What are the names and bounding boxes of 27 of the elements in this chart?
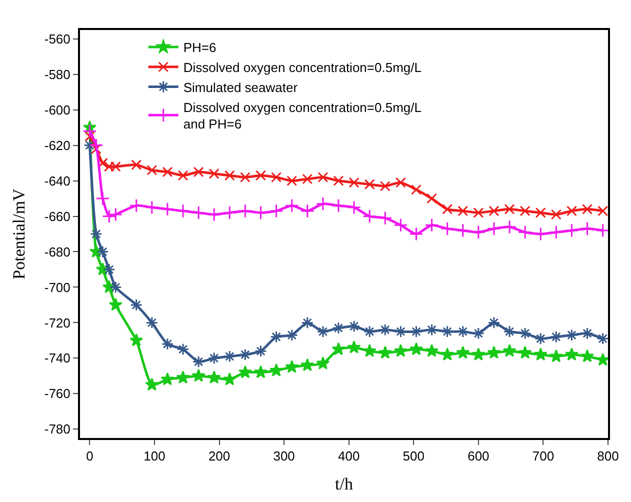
- x-tick-label: 700: [532, 448, 554, 464]
- y-tick-label: -780: [44, 422, 70, 437]
- y-tick-label: -580: [44, 66, 70, 82]
- legend-label: PH=6: [183, 40, 216, 56]
- x-tick-label: 600: [468, 448, 490, 464]
- y-tick-label: -680: [44, 244, 70, 260]
- x-tick-label: 100: [144, 448, 166, 464]
- x-tick-label: 200: [208, 448, 230, 464]
- y-tick-label: -620: [44, 138, 70, 153]
- x-tick-label: 300: [273, 448, 295, 464]
- y-tick-label: -760: [44, 386, 70, 402]
- y-tick-label: -700: [44, 280, 70, 295]
- x-tick-label: 0: [86, 448, 94, 464]
- y-tick-label: -640: [44, 173, 70, 188]
- y-tick-label: -600: [44, 102, 70, 118]
- y-tick-label: -660: [44, 208, 70, 224]
- x-tick-label: 800: [597, 448, 619, 464]
- x-tick-label: 500: [402, 448, 424, 464]
- legend-label: Simulated seawater: [183, 80, 298, 95]
- legend-label: Dissolved oxygen concentration=0.5mg/L and PH=6: [183, 100, 422, 132]
- legend-label: Dissolved oxygen concentration=0.5mg/L: [183, 60, 422, 75]
- y-tick-label: -720: [44, 315, 70, 330]
- y-tick-label: -560: [44, 31, 70, 46]
- y-tick-label: -740: [44, 350, 70, 366]
- x-tick-label: 400: [338, 448, 360, 464]
- y-axis-title: Potential/mV: [9, 188, 28, 280]
- x-axis-title: t/h: [335, 474, 354, 494]
